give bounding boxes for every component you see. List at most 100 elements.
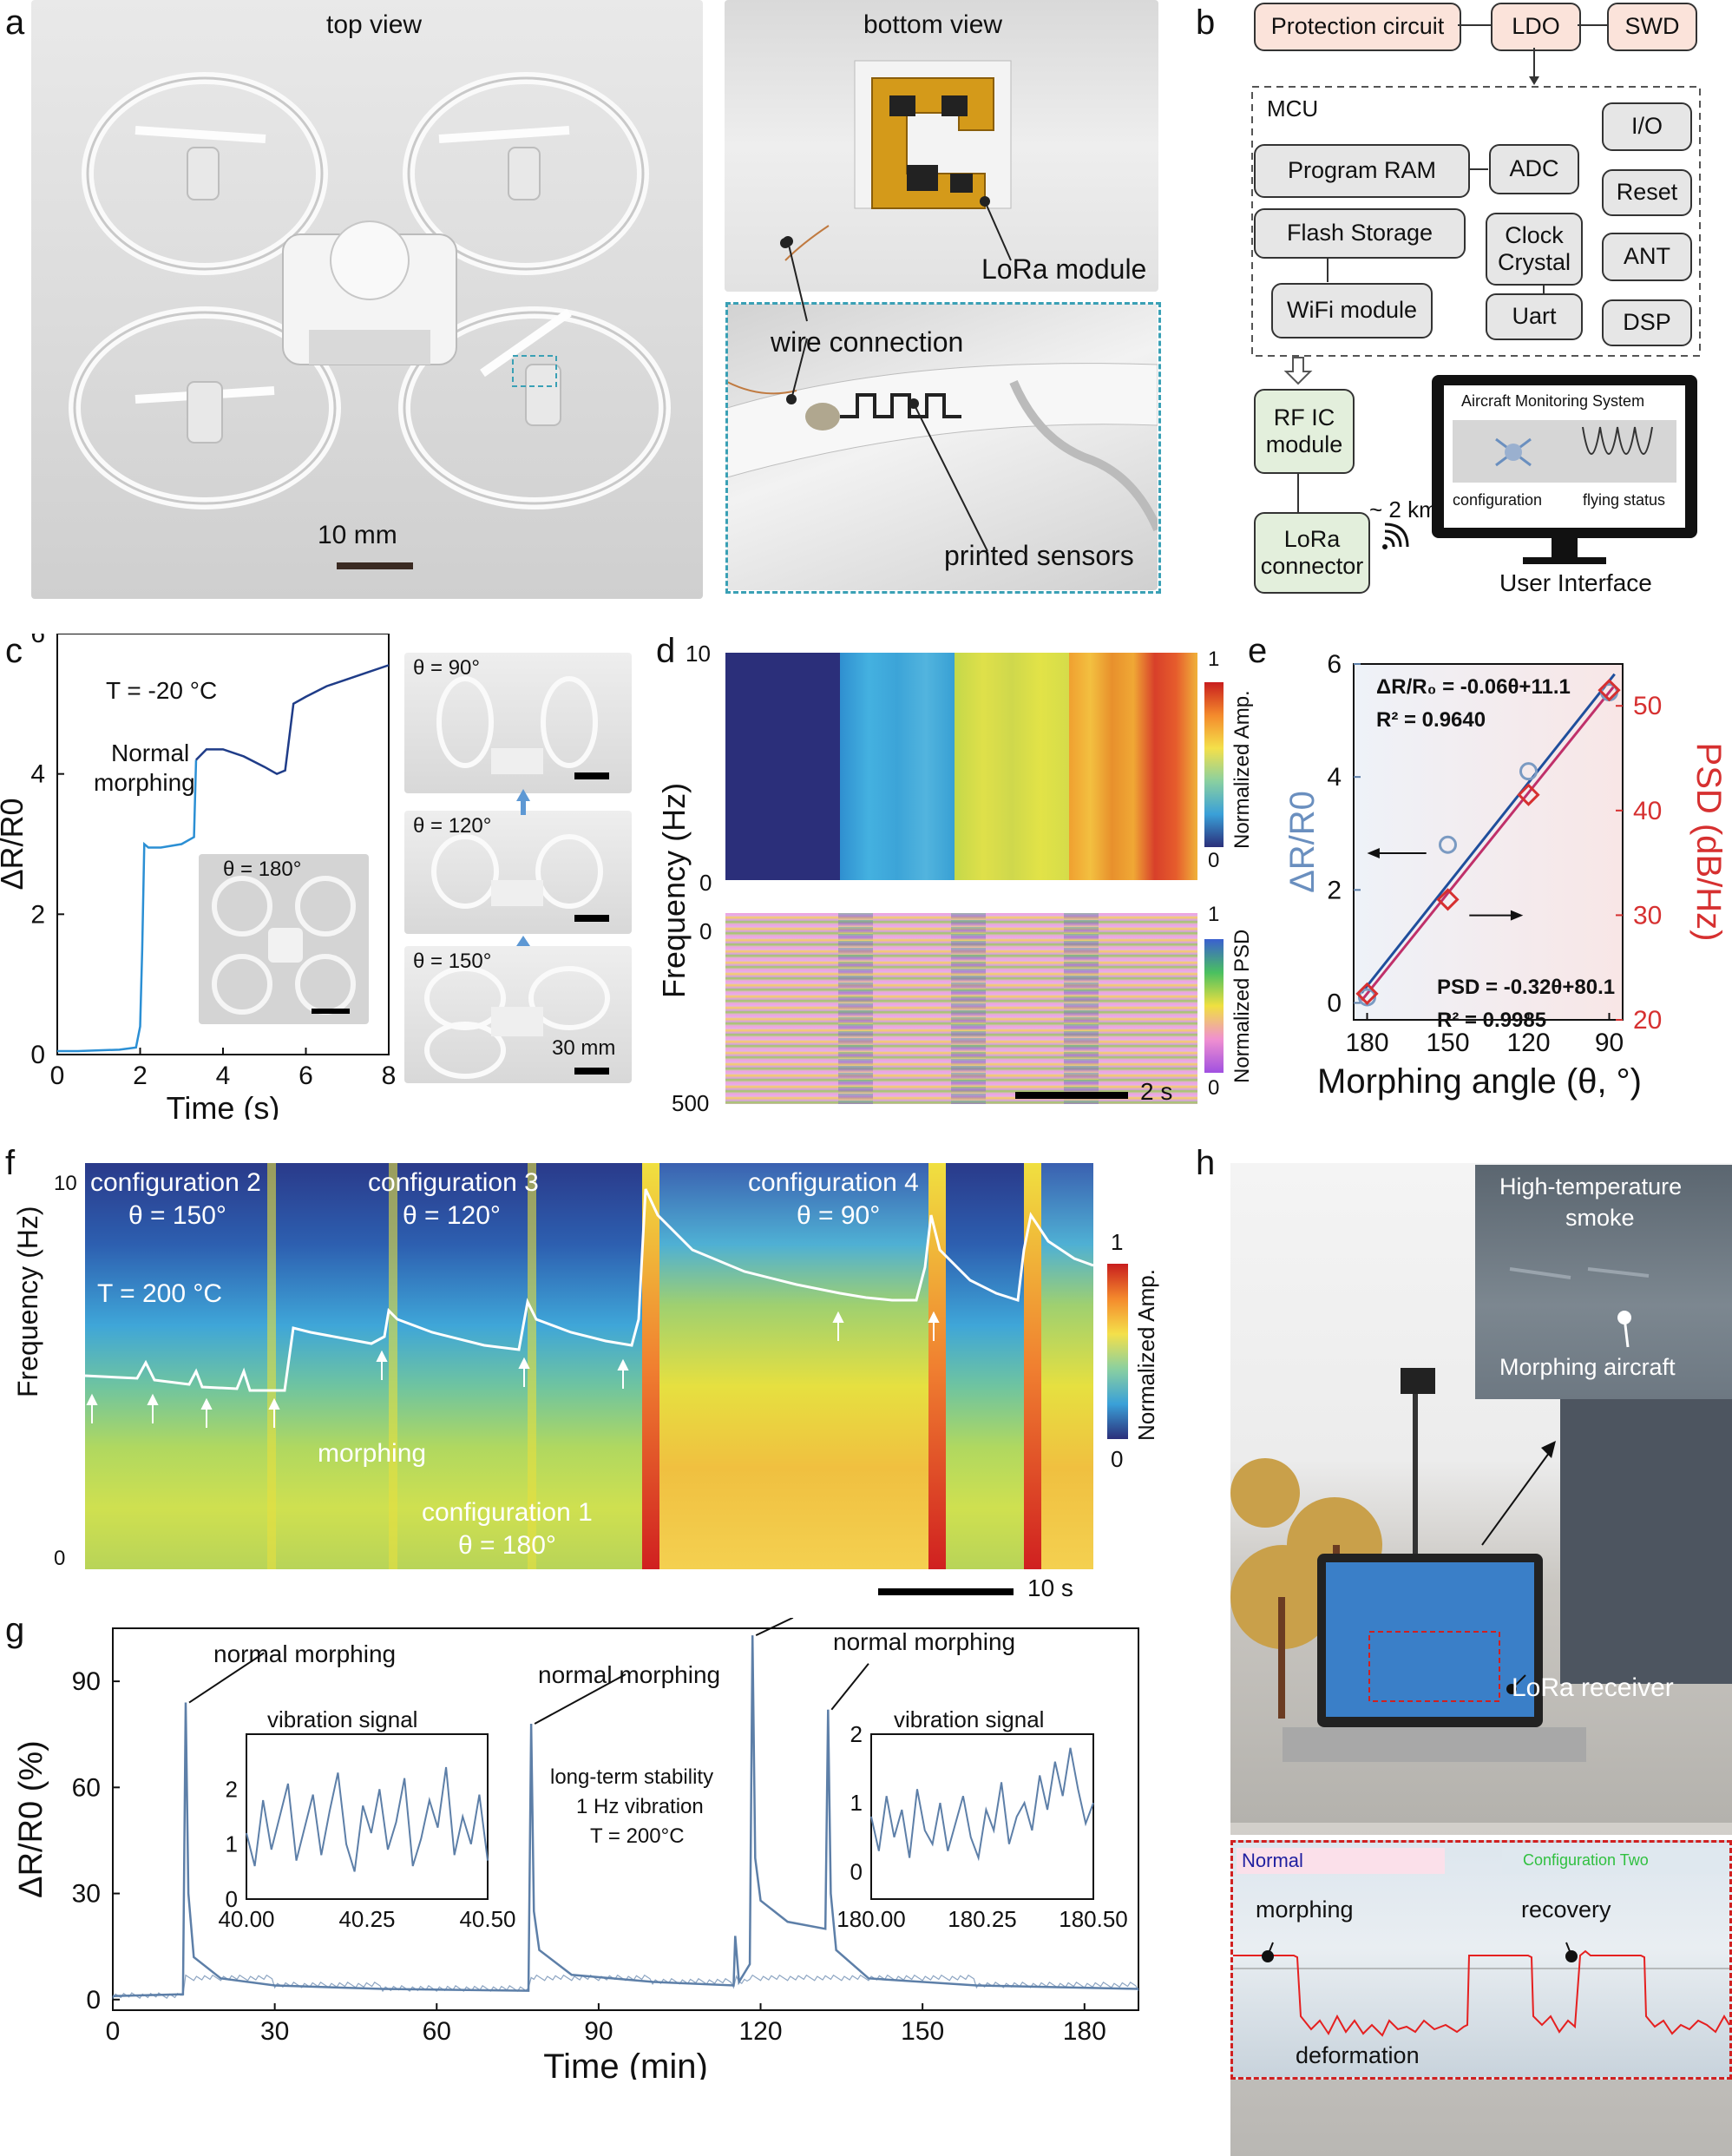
panel-e-y2label: PSD (dB/Hz) xyxy=(1689,743,1728,942)
panel-f-config3-theta: θ = 120° xyxy=(403,1201,501,1230)
status-normal-label: Normal xyxy=(1242,1850,1303,1871)
panel-f-cbar-min: 0 xyxy=(1111,1446,1124,1472)
panel-g-annotation-arrow-1 xyxy=(534,1673,627,1725)
panel-e-y2tick-label: 20 xyxy=(1633,1006,1662,1035)
status-config-box: Configuration Two xyxy=(1502,1848,1729,1874)
smoke-inset-photo: High-temperature smoke Morphing aircraft xyxy=(1475,1165,1732,1399)
lora-receiver-label: LoRa receiver xyxy=(1512,1673,1674,1702)
panel-g-stability-line1: long-term stability xyxy=(550,1765,714,1789)
panel-d-psd-heatmap xyxy=(725,913,1197,1104)
panel-g-ytick-label: 0 xyxy=(86,1986,101,2015)
panel-g-inset-xtick-label: 40.50 xyxy=(459,1906,515,1932)
panel-e-xtick-label: 90 xyxy=(1595,1029,1624,1057)
panel-g-ytick-label: 90 xyxy=(72,1667,101,1696)
panel-e-y2tick-label: 30 xyxy=(1633,901,1662,930)
panel-d-top-ymax: 10 xyxy=(686,641,711,667)
printed-sensor-trace xyxy=(840,393,961,418)
panel-g-inset-ytick-label: 2 xyxy=(850,1721,863,1747)
monitor-title: Aircraft Monitoring System xyxy=(1461,392,1645,410)
panel-g-inset-xtick-label: 180.00 xyxy=(836,1906,906,1932)
panel-f-scale-label: 10 s xyxy=(1027,1574,1073,1601)
drone-90-photo: θ = 90° xyxy=(404,653,632,793)
scale-label: 10 mm xyxy=(318,521,397,549)
panel-e-fit1-r2: R² = 0.9640 xyxy=(1376,708,1486,732)
drone-150-photo: θ = 150° 30 mm xyxy=(404,946,632,1083)
panel-e-marker-diamond xyxy=(1436,888,1460,911)
panel-d-cbar1-min: 0 xyxy=(1208,849,1220,872)
panel-g-ytick-label: 60 xyxy=(72,1773,101,1802)
panel-c-ytick-label: 4 xyxy=(30,760,45,789)
block-reset: Reset xyxy=(1602,169,1692,216)
panel-e-xtick-label: 120 xyxy=(1506,1029,1550,1057)
lora-line1: LoRa xyxy=(1283,525,1341,552)
panel-d-cbar1-label: Normalized Amp. xyxy=(1230,690,1254,849)
block-program-ram: Program RAM xyxy=(1254,144,1470,198)
panel-g-ytick-label: 30 xyxy=(72,1880,101,1909)
status-config-label: Configuration Two xyxy=(1523,1851,1649,1869)
panel-g-xtick-label: 30 xyxy=(260,2017,289,2046)
panel-f-ymax: 10 xyxy=(54,1172,77,1195)
block-ant: ANT xyxy=(1602,233,1692,281)
panel-c-annotation-line2: morphing xyxy=(94,769,195,796)
panel-c-ylabel: ΔR/R0 xyxy=(0,798,30,890)
panel-e-xtick-label: 150 xyxy=(1426,1029,1469,1057)
panel-e-fit2-r2: R² = 0.9985 xyxy=(1437,1009,1547,1032)
panel-g-annotation-arrow-2 xyxy=(755,1618,794,1637)
block-wifi-module: WiFi module xyxy=(1271,283,1433,339)
panel-f-config3: configuration 3 xyxy=(368,1168,539,1197)
panel-c-temperature: T = -20 °C xyxy=(106,677,218,704)
panel-g-xtick-label: 180 xyxy=(1063,2017,1106,2046)
ui-recovery-label: recovery xyxy=(1521,1896,1611,1923)
panel-label-b: b xyxy=(1196,3,1216,42)
panel-g-inset-ytick-label: 1 xyxy=(850,1790,863,1816)
ui-deformation-label: deformation xyxy=(1296,2042,1420,2068)
theta-150-label: θ = 150° xyxy=(413,950,492,973)
panel-label-g: g xyxy=(5,1611,25,1649)
smoke-label-line1: High-temperature xyxy=(1499,1173,1683,1200)
panel-d-scale-label: 2 s xyxy=(1140,1078,1173,1105)
transition-arrow-2 xyxy=(516,936,530,946)
rfic-line1: RF IC xyxy=(1273,404,1335,431)
monitor-screen: Aircraft Monitoring System configuration… xyxy=(1444,385,1685,528)
panel-e-arrowhead-right xyxy=(1510,910,1524,921)
panel-d-top-ymin: 0 xyxy=(699,870,712,896)
panel-c-xlabel: Time (s) xyxy=(167,1090,280,1120)
drone-top-view-illustration xyxy=(69,72,671,569)
panel-label-f: f xyxy=(5,1144,16,1182)
panel-f-scale-bar xyxy=(878,1588,1014,1595)
panel-h-divider xyxy=(1230,1835,1732,1840)
panel-label-c: c xyxy=(5,632,23,670)
panel-g-inset-line-0 xyxy=(246,1766,489,1872)
transition-arrow-1 xyxy=(516,789,530,815)
block-protection-circuit: Protection circuit xyxy=(1254,3,1461,51)
panel-e-ytick-label: 0 xyxy=(1327,989,1342,1017)
panel-g-inset1-title: vibration signal xyxy=(267,1706,418,1732)
wire-connection-leader xyxy=(783,236,808,404)
inset-drone-180-photo: θ = 180° xyxy=(199,854,369,1024)
sensor-closeup-frame xyxy=(725,302,1161,594)
bottom-view-label: bottom view xyxy=(863,10,1003,39)
panel-d-cbar2-label: Normalized PSD xyxy=(1230,929,1254,1083)
panel-f-colorbar xyxy=(1107,1264,1128,1439)
block-rf-ic-module: RF IC module xyxy=(1254,389,1355,474)
inset-theta-180: θ = 180° xyxy=(223,858,302,881)
panel-d-cbar2-min: 0 xyxy=(1208,1076,1220,1100)
panel-g-annotation-arrow-0 xyxy=(188,1652,265,1704)
panel-g-xtick-label: 90 xyxy=(584,2017,613,2046)
panel-g-annotation-arrow-3 xyxy=(830,1663,869,1711)
panel-g-normal-morphing-2: normal morphing xyxy=(538,1661,721,1688)
panel-e-marker-diamond xyxy=(1598,679,1621,702)
block-swd: SWD xyxy=(1607,3,1697,51)
panel-d-amplitude-heatmap xyxy=(725,653,1197,880)
panel-g-xtick-label: 150 xyxy=(901,2017,944,2046)
clock-line1: Clock xyxy=(1505,221,1564,248)
scale-bar xyxy=(337,562,413,569)
theta-90-label: θ = 90° xyxy=(413,656,480,680)
panel-c-ytick-label: 6 xyxy=(30,634,45,648)
drone-top-view-photo: top view 10 mm xyxy=(31,0,703,599)
monitor-frame: Aircraft Monitoring System configuration… xyxy=(1432,375,1697,538)
top-view-label: top view xyxy=(326,10,423,39)
panel-label-d: d xyxy=(656,632,676,670)
panel-f-config1-theta: θ = 180° xyxy=(458,1531,556,1560)
